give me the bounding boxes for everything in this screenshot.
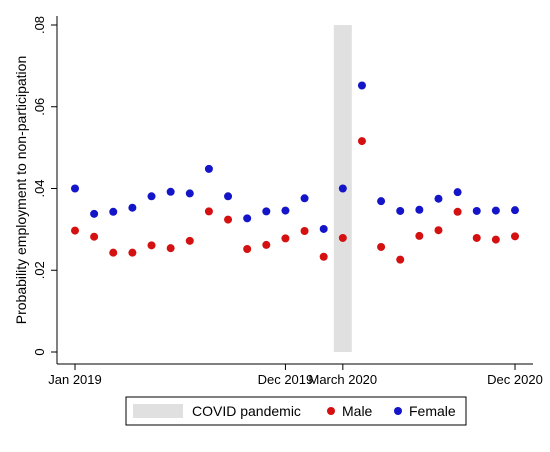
x-tick-label: Dec 2019 xyxy=(258,372,314,387)
male-point xyxy=(204,207,213,216)
male-point xyxy=(377,242,386,251)
male-point xyxy=(185,236,194,245)
y-tick-label: .04 xyxy=(32,179,47,197)
female-point xyxy=(491,206,500,215)
legend-swatch-female xyxy=(394,407,402,415)
female-point xyxy=(147,192,156,201)
female-point xyxy=(109,207,118,216)
male-point xyxy=(262,240,271,249)
male-point xyxy=(472,233,481,242)
male-point xyxy=(357,137,366,146)
legend-swatch-covid xyxy=(133,404,183,418)
female-point xyxy=(357,81,366,90)
female-point xyxy=(453,188,462,197)
y-axis-ticks: 0 .02 .04 .06 .08 xyxy=(32,16,57,356)
data-points xyxy=(71,81,519,264)
male-point xyxy=(224,215,233,224)
series-female xyxy=(71,81,519,233)
y-tick-label: .06 xyxy=(32,98,47,116)
male-point xyxy=(319,252,328,261)
legend-label-male: Male xyxy=(342,403,373,419)
male-point xyxy=(109,248,118,257)
female-point xyxy=(262,207,271,216)
male-point xyxy=(453,207,462,216)
legend: COVID pandemic Male Female xyxy=(125,396,467,426)
male-point xyxy=(300,227,309,236)
female-point xyxy=(243,214,252,223)
female-point xyxy=(396,206,405,215)
female-point xyxy=(71,184,79,193)
male-point xyxy=(281,234,290,243)
female-point xyxy=(281,206,290,215)
female-point xyxy=(185,189,194,198)
x-tick-label: March 2020 xyxy=(308,372,377,387)
female-point xyxy=(319,224,328,233)
female-point xyxy=(511,206,519,215)
y-tick-label: 0 xyxy=(32,348,47,355)
y-tick-label: .02 xyxy=(32,261,47,279)
male-point xyxy=(128,248,137,257)
male-point xyxy=(415,231,424,240)
male-point xyxy=(90,232,99,241)
legend-label-female: Female xyxy=(409,403,456,419)
legend-swatch-male xyxy=(327,407,335,415)
male-point xyxy=(491,235,500,244)
female-point xyxy=(415,205,424,214)
female-point xyxy=(434,194,443,203)
x-tick-label: Dec 2020 xyxy=(487,372,543,387)
male-point xyxy=(71,226,79,235)
male-point xyxy=(434,226,443,235)
female-point xyxy=(472,206,481,215)
male-point xyxy=(396,255,405,264)
male-point xyxy=(243,244,252,253)
female-point xyxy=(377,197,386,206)
female-point xyxy=(338,184,347,193)
male-point xyxy=(511,232,519,241)
female-point xyxy=(90,209,99,218)
male-point xyxy=(338,233,347,242)
y-axis-label: Probability employment to non-participat… xyxy=(13,56,29,324)
female-point xyxy=(166,187,175,196)
male-point xyxy=(166,244,175,253)
female-point xyxy=(224,192,233,201)
y-tick-label: .08 xyxy=(32,16,47,34)
female-point xyxy=(300,194,309,203)
female-point xyxy=(128,203,137,212)
x-tick-label: Jan 2019 xyxy=(48,372,102,387)
series-male xyxy=(71,137,519,264)
legend-label-covid: COVID pandemic xyxy=(192,403,301,419)
male-point xyxy=(147,241,156,250)
female-point xyxy=(204,164,213,173)
